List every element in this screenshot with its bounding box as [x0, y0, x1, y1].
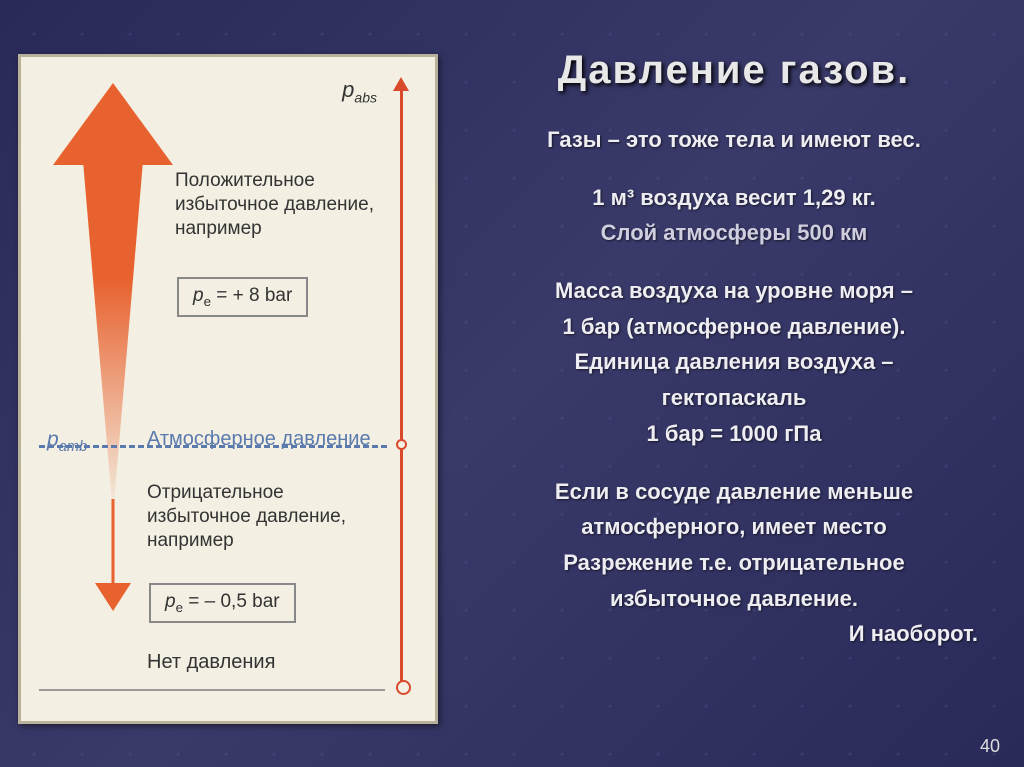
text-line-5: 1 бар (атмосферное давление).: [460, 312, 1008, 342]
negative-pressure-label: Отрицательное избыточное давление, напри…: [147, 481, 377, 552]
p-abs-label: pabs: [342, 77, 377, 105]
arrow-head-icon: [53, 83, 173, 165]
thin-arrow-mid-circle: [396, 439, 407, 450]
text-line-7: гектопаскаль: [460, 383, 1008, 413]
slide: pabs Положительное избыточное давление, …: [0, 0, 1024, 767]
zero-line: [39, 689, 385, 691]
arrow-tail-line: [112, 499, 115, 587]
text-line-1: Газы – это тоже тела и имеют вес.: [460, 125, 1008, 155]
page-number: 40: [980, 736, 1000, 757]
arrow-shaft: [83, 161, 143, 501]
text-line-8: 1 бар = 1000 гПа: [460, 419, 1008, 449]
text-line-11: Разрежение т.е. отрицательное: [460, 548, 1008, 578]
text-line-4: Масса воздуха на уровне моря –: [460, 276, 1008, 306]
text-line-10: атмосферного, имеет место: [460, 512, 1008, 542]
p-amb-label: pamb: [47, 428, 87, 455]
text-line-9: Если в сосуде давление меньше: [460, 477, 1008, 507]
text-line-3: Слой атмосферы 500 км: [460, 218, 1008, 248]
pe-positive-box: pe = + 8 bar: [177, 277, 308, 317]
text-line-6: Единица давления воздуха –: [460, 347, 1008, 377]
pe-negative-box: pe = – 0,5 bar: [149, 583, 296, 623]
no-pressure-label: Нет давления: [147, 651, 275, 674]
thin-absolute-arrow: [400, 89, 403, 689]
arrow-tail-head-icon: [95, 583, 131, 611]
positive-pressure-label: Положительное избыточное давление, напри…: [175, 169, 385, 240]
diagram-inner: pabs Положительное избыточное давление, …: [35, 75, 421, 703]
text-line-13: И наоборот.: [460, 619, 1008, 649]
slide-title: Давление газов.: [460, 48, 1008, 93]
content-column: Давление газов. Газы – это тоже тела и и…: [460, 48, 1008, 655]
text-line-2: 1 м³ воздуха весит 1,29 кг.: [460, 183, 1008, 213]
diagram-panel: pabs Положительное избыточное давление, …: [18, 54, 438, 724]
atmospheric-dash-line: [39, 445, 387, 448]
text-line-12: избыточное давление.: [460, 584, 1008, 614]
